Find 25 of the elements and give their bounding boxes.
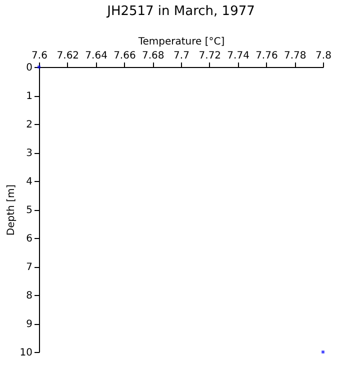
y-tick-label: 10 bbox=[20, 348, 32, 358]
y-tick-label: 8 bbox=[26, 290, 32, 302]
y-tick-label: 3 bbox=[26, 148, 32, 159]
x-tick-label: 7.72 bbox=[198, 50, 222, 62]
y-tick-label: 2 bbox=[26, 120, 32, 130]
x-tick-label: 7.66 bbox=[114, 50, 136, 62]
x-tick-label: 7.68 bbox=[142, 50, 164, 62]
x-tick-label: 7.6 bbox=[32, 50, 48, 62]
y-tick-label: 7 bbox=[26, 262, 32, 273]
x-tick-label: 7.7 bbox=[174, 50, 190, 62]
x-tick-label: 7.8 bbox=[316, 50, 332, 62]
x-axis-title: Temperature [°C] bbox=[137, 36, 225, 48]
x-tick-label: 7.74 bbox=[227, 50, 250, 62]
x-tick-label: 7.62 bbox=[56, 50, 80, 62]
x-tick-label: 7.78 bbox=[284, 50, 306, 62]
y-tick-label: 6 bbox=[26, 234, 32, 244]
x-tick-label: 7.64 bbox=[85, 50, 108, 62]
y-tick-label: 1 bbox=[26, 91, 32, 102]
y-tick-label: 0 bbox=[26, 62, 32, 74]
y-axis-title: Depth [m] bbox=[6, 184, 17, 236]
y-tick-label: 9 bbox=[26, 319, 32, 330]
y-tick-label: 5 bbox=[26, 205, 32, 216]
y-tick-label: 4 bbox=[26, 176, 32, 188]
chart-title: JH2517 in March, 1977 bbox=[106, 4, 255, 19]
x-tick-label: 7.76 bbox=[256, 50, 278, 62]
